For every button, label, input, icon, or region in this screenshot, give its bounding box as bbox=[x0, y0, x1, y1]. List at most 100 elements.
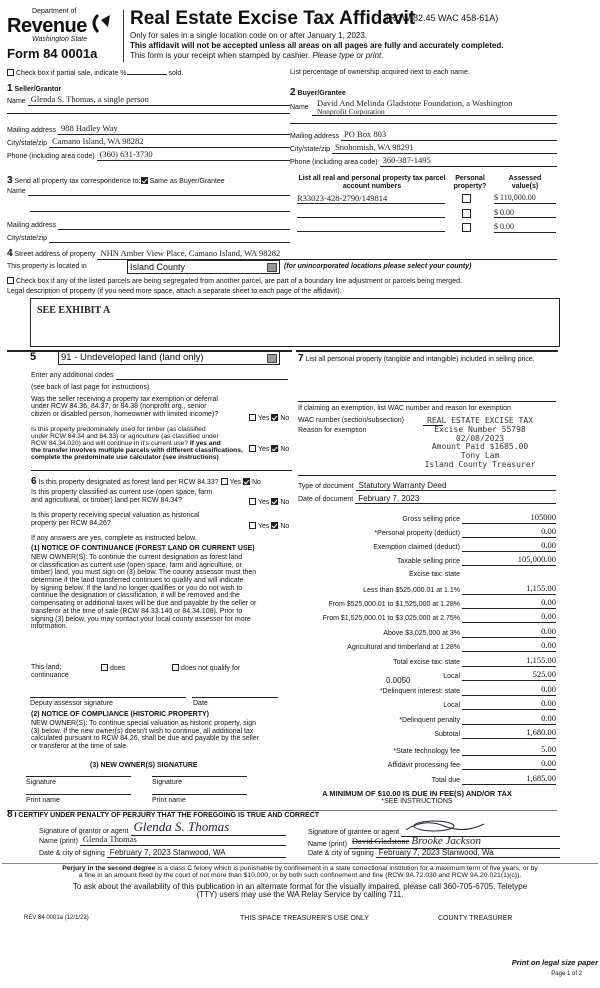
legal-description-label: Legal description of property (if you ne… bbox=[7, 288, 342, 295]
exemption-yes-checkbox[interactable] bbox=[249, 414, 256, 421]
grantor-date-field[interactable]: February 7, 2023 Stanwood, WA bbox=[106, 848, 286, 859]
sold-label: sold. bbox=[168, 70, 184, 77]
county-select[interactable]: Island County bbox=[127, 260, 280, 274]
buyer-name-line-extra[interactable] bbox=[290, 123, 557, 124]
tax-row: From $1,525,000.01 to $3,025,000 at 2.75… bbox=[290, 611, 556, 623]
tax-row-value[interactable]: 0.00 bbox=[462, 640, 556, 652]
tax-row: Excise tax: state bbox=[290, 571, 556, 579]
doc-type-field[interactable]: Statutory Warranty Deed bbox=[355, 481, 556, 492]
tax-row-value[interactable]: 0.00 bbox=[462, 526, 556, 538]
legal-description-field[interactable]: SEE EXHIBIT A bbox=[30, 298, 560, 347]
seller-phone-field[interactable]: (360) 631-3730 bbox=[96, 149, 290, 161]
buyer-phone-field[interactable]: 360-387-1495 bbox=[379, 155, 557, 167]
timber-yes-checkbox[interactable] bbox=[249, 445, 256, 452]
parcel-number-field[interactable] bbox=[297, 208, 445, 218]
no-label: No bbox=[252, 479, 261, 486]
tax-row-value[interactable]: 0.00 bbox=[462, 626, 556, 638]
assessed-value-field[interactable]: $ 0.00 bbox=[494, 208, 556, 219]
tax-row-value[interactable]: 105000 bbox=[462, 512, 556, 524]
stamp-line: REAL ESTATE EXCISE TAX bbox=[427, 416, 533, 425]
deputy-signature-field[interactable] bbox=[30, 697, 186, 698]
tax-row-value[interactable]: 0.00 bbox=[462, 713, 556, 725]
segregate-checkbox[interactable] bbox=[7, 277, 14, 284]
owner-print-1-field[interactable] bbox=[26, 794, 131, 795]
owner-print-2-field[interactable] bbox=[152, 794, 247, 795]
owner-signature-1-field[interactable] bbox=[26, 776, 131, 777]
date-city-label: Date & city of signing bbox=[39, 850, 105, 858]
historic-yes-checkbox[interactable] bbox=[249, 522, 256, 529]
buyer-city-field[interactable]: Snohomish, WA 98291 bbox=[332, 142, 557, 154]
grantee-signature-field[interactable] bbox=[401, 820, 560, 837]
tax-row-value[interactable]: 1,685.00 bbox=[462, 773, 556, 785]
seller-mail-field[interactable]: 988 Hadley Way bbox=[58, 123, 290, 135]
deputy-date-field[interactable] bbox=[192, 697, 278, 698]
tax-row-value[interactable]: 0.00 bbox=[462, 611, 556, 623]
divider bbox=[298, 475, 556, 476]
tax-row-value[interactable]: 0.00 bbox=[462, 698, 556, 710]
same-as-buyer-checkbox[interactable] bbox=[140, 177, 148, 184]
state-label: Washington State bbox=[32, 36, 88, 43]
tax-row-value[interactable]: 5.00 bbox=[462, 744, 556, 756]
seller-name-line-2[interactable] bbox=[7, 113, 290, 114]
tax-row: *Delinquent penalty 0.00 bbox=[290, 713, 556, 725]
parcel-number-field[interactable]: R33023-428-2790/149814 bbox=[297, 193, 445, 205]
timber-no-checkbox[interactable] bbox=[271, 445, 279, 452]
corr-mail-field[interactable] bbox=[58, 221, 290, 230]
personal-property-checkbox[interactable] bbox=[462, 223, 471, 232]
tax-row-value[interactable]: 0.00 bbox=[462, 684, 556, 696]
seller-city-field[interactable]: Camano Island, WA 98282 bbox=[49, 136, 290, 148]
seller-name-field[interactable]: Glenda S. Thomas, a single person bbox=[27, 94, 290, 106]
land-use-select[interactable]: 91 - Undeveloped land (land only) bbox=[58, 351, 280, 365]
tax-row-value[interactable]: 0.00 bbox=[462, 540, 556, 552]
does-not-qualify-checkbox[interactable] bbox=[172, 664, 179, 671]
buyer-mail-field[interactable]: PO Box 803 bbox=[341, 129, 557, 141]
tax-row: *Personal property (deduct) 0.00 bbox=[290, 526, 556, 538]
current-use-no-checkbox[interactable] bbox=[271, 498, 279, 505]
wac-field[interactable] bbox=[423, 425, 443, 426]
tax-row-value[interactable]: 0.00 bbox=[462, 758, 556, 770]
forest-yes-checkbox[interactable] bbox=[220, 478, 228, 485]
section-number: 1 bbox=[7, 83, 13, 94]
grantee-name-field[interactable]: David Gladstone bbox=[351, 836, 410, 846]
does-qualify-checkbox[interactable] bbox=[101, 664, 108, 671]
section-number: 7 bbox=[298, 353, 304, 364]
exemption-no-checkbox[interactable] bbox=[271, 414, 279, 421]
current-use-yes-checkbox[interactable] bbox=[249, 498, 256, 505]
tax-row-value[interactable]: 1,155.00 bbox=[462, 655, 556, 667]
owner-signature-2-field[interactable] bbox=[152, 776, 247, 777]
personal-property-checkbox[interactable] bbox=[462, 208, 471, 218]
corr-city-field[interactable] bbox=[49, 234, 290, 243]
partial-percent-field[interactable] bbox=[126, 74, 167, 75]
personal-property-field[interactable] bbox=[298, 401, 556, 402]
personal-property-checkbox[interactable] bbox=[462, 194, 471, 203]
buyer-name-field[interactable]: David And Melinda Gladstone Foundation, … bbox=[312, 99, 557, 116]
assessed-value-field[interactable]: $ 0.00 bbox=[494, 222, 556, 233]
seller-mail-label: Mailing address bbox=[7, 126, 57, 134]
notice-text-line: NEW OWNER(S): To continue the current de… bbox=[31, 554, 243, 561]
correspondence-label: Send all property tax correspondence to: bbox=[14, 178, 141, 185]
legal-description-value: SEE EXHIBIT A bbox=[37, 305, 111, 316]
corr-name-field[interactable] bbox=[27, 187, 290, 196]
grantor-signature-field[interactable]: Glenda S. Thomas bbox=[130, 819, 286, 836]
tax-row: Taxable selling price 105,000.00 bbox=[290, 554, 556, 566]
parcel-number-field[interactable] bbox=[297, 222, 445, 232]
see-instructions: *SEE INSTRUCTIONS bbox=[381, 798, 453, 805]
tax-row: Local 525.00 bbox=[290, 669, 556, 681]
assessed-value-field[interactable]: $ 110,000.00 bbox=[494, 193, 556, 204]
doc-date-field[interactable]: February 7, 2023 bbox=[355, 494, 556, 505]
street-field[interactable]: NHN Amber View Place, Camano Island, WA … bbox=[97, 248, 557, 260]
tax-row-value[interactable]: 1,680.00 bbox=[462, 727, 556, 739]
local-rate: 0.0050 bbox=[386, 676, 411, 685]
historic-no-checkbox[interactable] bbox=[271, 522, 279, 529]
partial-sale-checkbox[interactable] bbox=[7, 69, 14, 76]
forest-no-checkbox[interactable] bbox=[243, 478, 250, 485]
additional-codes-field[interactable] bbox=[115, 371, 288, 380]
notice-3-title: (3) NEW OWNER(S) SIGNATURE bbox=[90, 762, 198, 769]
grantee-date-field[interactable]: February 7, 2023 Stanwood, Wa bbox=[375, 848, 560, 859]
tax-row-value[interactable]: 1,155.00 bbox=[462, 583, 556, 595]
tax-row-value[interactable]: 0.00 bbox=[462, 597, 556, 609]
tax-row-value[interactable]: 525.00 bbox=[462, 669, 556, 681]
grantor-name-field[interactable]: Glenda Thomas bbox=[79, 834, 286, 846]
corr-name-line-2[interactable] bbox=[30, 211, 290, 212]
tax-row-value[interactable]: 105,000.00 bbox=[462, 554, 556, 566]
